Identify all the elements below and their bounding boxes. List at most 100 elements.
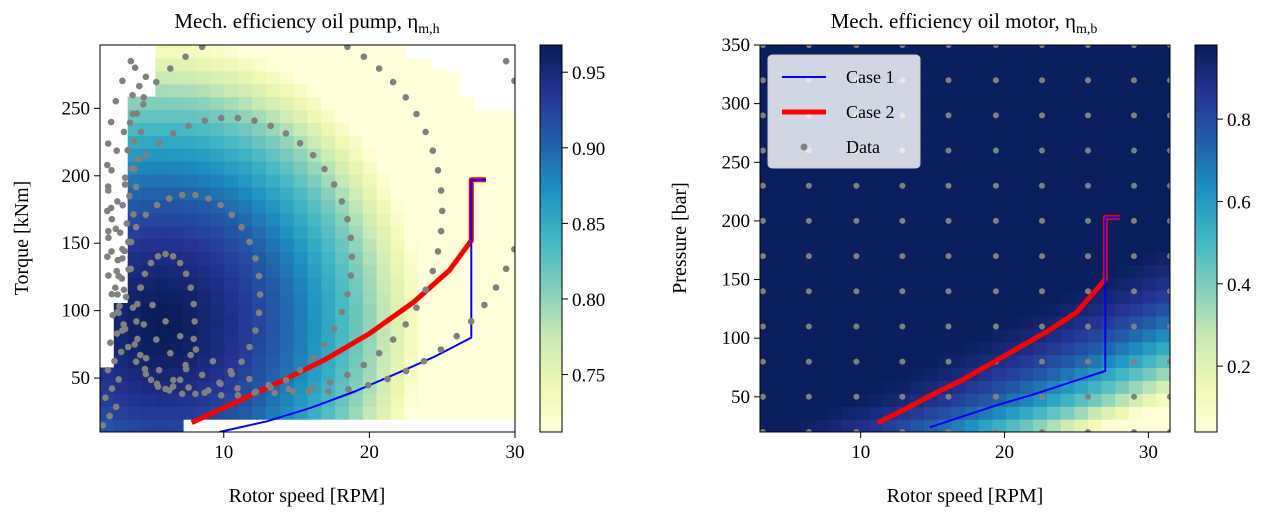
heatmap-cell xyxy=(992,367,1007,381)
heatmap-cell xyxy=(1074,341,1089,356)
heatmap-cell xyxy=(937,277,952,291)
heatmap-cell xyxy=(321,45,336,59)
heatmap-cell xyxy=(155,148,170,162)
heatmap-cell xyxy=(937,354,952,369)
data-point xyxy=(1085,253,1091,260)
heatmap-cell xyxy=(1101,199,1116,214)
heatmap-cell xyxy=(224,315,239,330)
heatmap-cell xyxy=(924,199,939,214)
heatmap-cell xyxy=(924,419,939,432)
heatmap-cell xyxy=(390,393,405,407)
heatmap-cell xyxy=(828,225,843,240)
data-point xyxy=(1085,393,1091,400)
heatmap-cell xyxy=(869,238,884,252)
heatmap-cell xyxy=(404,186,419,201)
data-point xyxy=(402,367,410,375)
heatmap-cell xyxy=(141,122,156,136)
heatmap-cell xyxy=(1142,212,1157,227)
heatmap-cell xyxy=(1156,186,1170,201)
heatmap-cell xyxy=(279,109,295,123)
heatmap-cell xyxy=(992,380,1007,394)
heatmap-cell xyxy=(924,135,939,149)
heatmap-cell xyxy=(141,135,156,149)
heatmap-cell xyxy=(992,122,1007,136)
heatmap-cell xyxy=(896,238,911,252)
heatmap-cell xyxy=(937,419,952,432)
heatmap-cell xyxy=(376,328,392,343)
data-point xyxy=(992,77,999,84)
heatmap-cell xyxy=(1019,380,1034,394)
heatmap-cell xyxy=(1129,328,1144,343)
data-point xyxy=(1085,288,1091,295)
heatmap-cell xyxy=(183,135,198,149)
heatmap-cell xyxy=(896,367,911,381)
heatmap-cell xyxy=(801,174,816,188)
heatmap-cell xyxy=(127,380,143,394)
heatmap-cell xyxy=(869,367,884,381)
heatmap-cell xyxy=(869,186,884,201)
data-point xyxy=(899,182,906,189)
heatmap-cell xyxy=(1088,45,1103,59)
heatmap-cell xyxy=(321,315,336,330)
heatmap-cell xyxy=(978,290,993,304)
heatmap-cell xyxy=(362,161,378,175)
data-point xyxy=(147,259,155,267)
data-point xyxy=(1131,253,1137,260)
heatmap-cell xyxy=(307,315,322,330)
data-point xyxy=(1131,288,1137,295)
heatmap-cell xyxy=(349,354,364,369)
heatmap-cell xyxy=(855,290,870,304)
heatmap-cell xyxy=(1060,122,1075,136)
heatmap-cell xyxy=(1060,83,1075,98)
heatmap-cell xyxy=(951,354,966,369)
heatmap-cell xyxy=(1006,238,1021,252)
data-point xyxy=(238,223,245,231)
data-point xyxy=(121,247,128,255)
heatmap-cell xyxy=(760,354,775,369)
heatmap-cell xyxy=(1088,380,1103,394)
heatmap-cell xyxy=(445,406,461,420)
heatmap-cell xyxy=(487,109,502,123)
heatmap-cell xyxy=(773,419,788,432)
heatmap-cell xyxy=(937,57,952,72)
heatmap-cell xyxy=(937,161,952,175)
heatmap-cell xyxy=(1129,96,1144,111)
heatmap-cell xyxy=(924,315,939,330)
data-point xyxy=(437,227,445,235)
heatmap-cell xyxy=(210,96,226,111)
heatmap-cell xyxy=(1156,315,1170,330)
heatmap-cell xyxy=(992,406,1007,420)
heatmap-cell xyxy=(459,393,475,407)
heatmap-cell xyxy=(910,328,925,343)
data-point xyxy=(1131,112,1137,119)
data-point xyxy=(170,376,177,384)
heatmap-cell xyxy=(965,83,980,98)
heatmap-cell xyxy=(1047,122,1062,136)
data-point xyxy=(481,22,488,29)
heatmap-cell xyxy=(349,135,364,149)
heatmap-cell xyxy=(459,354,475,369)
heatmap-cell xyxy=(279,328,295,343)
heatmap-cell xyxy=(1088,303,1103,317)
data-point xyxy=(1131,45,1137,48)
data-point xyxy=(945,77,952,84)
data-point xyxy=(1167,288,1170,295)
heatmap-cell xyxy=(266,393,281,407)
data-point xyxy=(127,57,135,65)
heatmap-cell xyxy=(1088,174,1103,188)
heatmap-cell xyxy=(1047,251,1062,265)
heatmap-empty-region xyxy=(442,45,515,64)
heatmap-cell xyxy=(432,380,447,394)
heatmap-cell xyxy=(1019,264,1034,278)
heatmap-cell xyxy=(828,251,843,265)
heatmap-cell xyxy=(445,315,461,330)
heatmap-cell xyxy=(1101,303,1116,317)
heatmap-cell xyxy=(390,161,405,175)
data-point xyxy=(246,238,253,246)
heatmap-cell xyxy=(1088,109,1103,123)
pump-series-1-line xyxy=(219,178,486,432)
heatmap-cell xyxy=(978,57,993,72)
heatmap-cell xyxy=(1060,341,1075,356)
heatmap-cell xyxy=(196,341,212,356)
heatmap-cell xyxy=(992,341,1007,356)
